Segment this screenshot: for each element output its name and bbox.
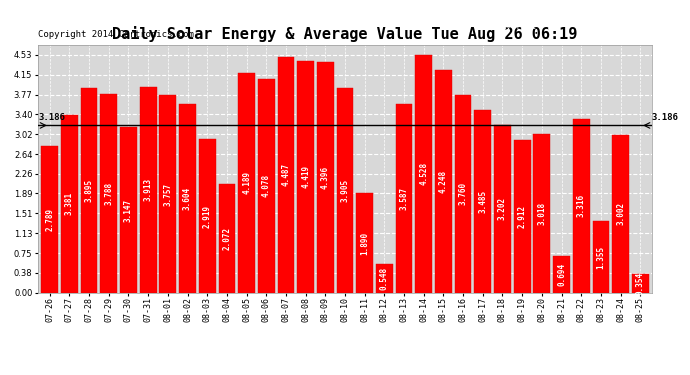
Text: 3.147: 3.147 <box>124 198 133 222</box>
Text: 4.248: 4.248 <box>439 170 448 193</box>
Text: Copyright 2014 Cartronics.com: Copyright 2014 Cartronics.com <box>38 30 194 39</box>
Text: 3.604: 3.604 <box>183 186 192 210</box>
Text: 3.316: 3.316 <box>577 194 586 217</box>
Bar <box>41 146 58 292</box>
Bar <box>101 94 117 292</box>
Text: 3.002: 3.002 <box>616 202 625 225</box>
Bar <box>199 140 215 292</box>
Text: Daily  ($): Daily ($) <box>591 22 641 31</box>
Text: 3.202: 3.202 <box>498 197 507 220</box>
Text: 0.354: 0.354 <box>635 272 644 295</box>
Text: 4.419: 4.419 <box>301 165 310 188</box>
Text: 4.396: 4.396 <box>321 166 330 189</box>
Bar <box>573 118 589 292</box>
Bar <box>376 264 393 292</box>
Text: 1.890: 1.890 <box>360 231 369 255</box>
Text: 1.355: 1.355 <box>596 245 605 268</box>
Bar <box>337 88 353 292</box>
Bar <box>632 274 649 292</box>
Bar <box>533 134 550 292</box>
Text: 3.186: 3.186 <box>39 113 66 122</box>
Text: 4.487: 4.487 <box>282 163 290 186</box>
Bar <box>494 124 511 292</box>
Text: 3.913: 3.913 <box>144 178 152 201</box>
Bar <box>514 140 531 292</box>
Bar <box>179 104 196 292</box>
Text: 3.381: 3.381 <box>65 192 74 215</box>
Text: 3.757: 3.757 <box>164 182 172 206</box>
Bar <box>61 115 78 292</box>
Bar <box>356 194 373 292</box>
Bar <box>159 96 176 292</box>
Text: 2.072: 2.072 <box>222 226 231 250</box>
Bar <box>553 256 570 292</box>
Text: Average  ($): Average ($) <box>500 22 560 31</box>
Text: 3.587: 3.587 <box>400 187 408 210</box>
Text: 4.189: 4.189 <box>242 171 251 194</box>
Bar <box>297 61 314 292</box>
Bar <box>277 57 295 292</box>
Bar <box>593 222 609 292</box>
Text: 3.186: 3.186 <box>651 113 678 122</box>
Text: 3.788: 3.788 <box>104 182 113 205</box>
Bar <box>140 87 157 292</box>
Text: 3.895: 3.895 <box>85 179 94 202</box>
Bar <box>317 62 334 292</box>
Text: 3.485: 3.485 <box>478 190 487 213</box>
Text: 2.789: 2.789 <box>46 208 55 231</box>
Text: 2.919: 2.919 <box>203 204 212 228</box>
Bar <box>435 70 452 292</box>
Text: 3.760: 3.760 <box>459 182 468 206</box>
Bar <box>219 184 235 292</box>
Text: 4.528: 4.528 <box>420 162 428 185</box>
Bar <box>612 135 629 292</box>
Bar <box>455 95 471 292</box>
Bar <box>258 79 275 292</box>
Bar <box>475 110 491 292</box>
Text: 0.548: 0.548 <box>380 267 389 290</box>
Text: 3.905: 3.905 <box>340 178 350 202</box>
Text: 4.078: 4.078 <box>262 174 270 197</box>
Bar <box>395 104 413 292</box>
Text: 0.694: 0.694 <box>557 263 566 286</box>
Bar <box>238 73 255 292</box>
Title: Daily Solar Energy & Average Value Tue Aug 26 06:19: Daily Solar Energy & Average Value Tue A… <box>112 27 578 42</box>
Text: 2.912: 2.912 <box>518 205 526 228</box>
Bar <box>120 128 137 292</box>
Text: 3.018: 3.018 <box>538 202 546 225</box>
Bar <box>81 88 97 292</box>
Bar <box>415 55 432 292</box>
